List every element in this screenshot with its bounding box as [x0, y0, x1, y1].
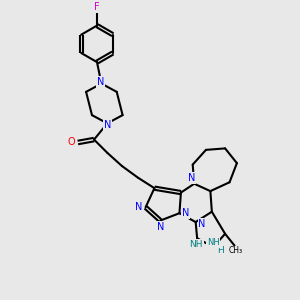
Text: N: N [135, 202, 143, 212]
Text: CH₃: CH₃ [228, 246, 242, 255]
Text: N: N [104, 120, 112, 130]
Text: F: F [94, 2, 100, 12]
Text: NH: NH [207, 238, 220, 247]
Text: N: N [182, 208, 190, 218]
Text: N: N [157, 222, 165, 232]
Text: H: H [217, 245, 224, 254]
Text: NH: NH [190, 240, 203, 249]
Text: N: N [97, 77, 104, 87]
Text: N: N [198, 218, 206, 229]
Text: N: N [188, 173, 196, 183]
Text: O: O [68, 137, 75, 147]
